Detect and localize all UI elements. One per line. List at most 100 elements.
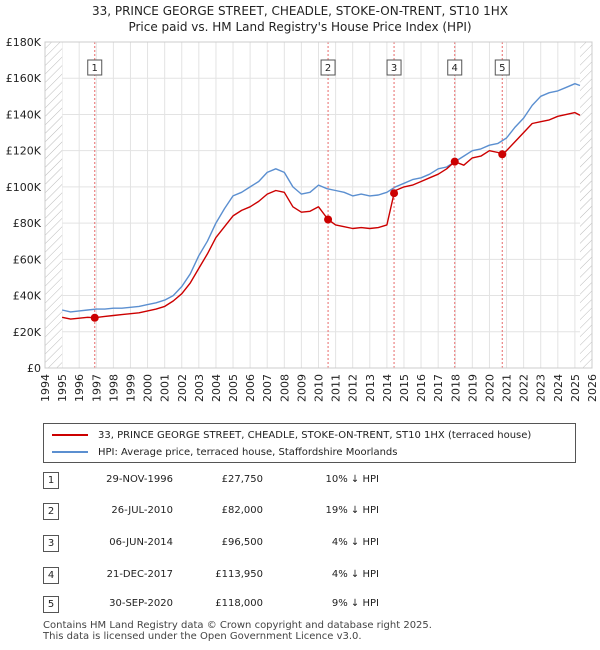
x-tick-label: 2021: [501, 374, 514, 402]
hpi-series-line: [61, 82, 581, 313]
y-tick-label: £40K: [13, 290, 42, 303]
sale-label-number: 2: [325, 63, 331, 74]
x-tick-label: 2018: [449, 374, 462, 402]
sale-point: [390, 189, 399, 198]
x-tick-label: 2006: [244, 374, 257, 402]
sale-number-badge: 3: [43, 535, 59, 552]
table-row: 5 30-SEP-2020 £118,000 9% ↓ HPI: [43, 596, 583, 614]
footer-attribution: Contains HM Land Registry data © Crown c…: [43, 620, 432, 642]
chart-title: 33, PRINCE GEORGE STREET, CHEADLE, STOKE…: [91, 4, 509, 18]
hatched-region-before: [45, 42, 63, 368]
footer-licence: This data is licensed under the Open Gov…: [43, 631, 362, 642]
x-tick-label: 2020: [483, 374, 496, 402]
x-tick-label: 2003: [193, 374, 206, 402]
x-tick-label: 1996: [73, 374, 86, 402]
sale-label-box: [320, 59, 336, 76]
x-tick-label: 2008: [278, 374, 291, 402]
sale-label-box: [386, 59, 402, 76]
x-tick-label: 2007: [261, 374, 274, 402]
x-tick-label: 2015: [398, 374, 411, 402]
x-tick-label: 2016: [415, 374, 428, 402]
y-tick-label: £120K: [6, 145, 42, 158]
x-tick-label: 2019: [466, 374, 479, 402]
y-tick-label: £80K: [13, 217, 42, 230]
y-tick-label: £0: [27, 362, 41, 375]
sale-point: [450, 157, 459, 166]
chart-legend: 33, PRINCE GEORGE STREET, CHEADLE, STOKE…: [43, 423, 576, 463]
x-tick-label: 2014: [381, 374, 394, 402]
sale-point: [498, 150, 507, 159]
x-tick-label: 2023: [535, 374, 548, 402]
sale-price: £27,750: [221, 474, 263, 485]
legend-item-price: 33, PRINCE GEORGE STREET, CHEADLE, STOKE…: [52, 428, 531, 442]
sale-label-number: 4: [452, 63, 458, 74]
sale-price: £118,000: [215, 598, 263, 609]
sale-hpi-diff: 9% ↓ HPI: [331, 598, 379, 609]
sale-label-number: 5: [499, 63, 505, 74]
sale-number-badge: 2: [43, 503, 59, 520]
x-tick-label: 2010: [313, 374, 326, 402]
y-tick-label: £160K: [6, 72, 42, 85]
sale-number-badge: 1: [43, 472, 59, 489]
x-tick-label: 2004: [210, 374, 223, 402]
x-tick-label: 1998: [107, 374, 120, 402]
sale-hpi-diff: 10% ↓ HPI: [325, 474, 379, 485]
sale-price: £113,950: [215, 569, 263, 580]
x-tick-label: 2017: [432, 374, 445, 402]
table-row: 4 21-DEC-2017 £113,950 4% ↓ HPI: [43, 567, 583, 585]
sale-hpi-diff: 4% ↓ HPI: [331, 537, 379, 548]
footer-copyright: Contains HM Land Registry data © Crown c…: [43, 620, 432, 631]
x-tick-label: 2025: [569, 374, 582, 402]
sale-number-badge: 4: [43, 567, 59, 584]
chart-subtitle: Price paid vs. HM Land Registry's House …: [128, 20, 472, 34]
sale-date: 30-SEP-2020: [109, 598, 173, 609]
y-tick-label: £20K: [13, 326, 42, 339]
sale-date: 06-JUN-2014: [109, 537, 173, 548]
legend-item-hpi: HPI: Average price, terraced house, Staf…: [52, 445, 398, 459]
y-tick-label: £60K: [13, 253, 42, 266]
sale-label-box: [447, 59, 463, 76]
y-tick-label: £180K: [6, 36, 42, 49]
table-row: 1 29-NOV-1996 £27,750 10% ↓ HPI: [43, 472, 583, 490]
x-tick-label: 1995: [56, 374, 69, 402]
x-tick-label: 2024: [552, 374, 565, 402]
sale-label-box: [87, 59, 103, 76]
sale-price: £96,500: [221, 537, 263, 548]
sale-label-number: 1: [92, 63, 98, 74]
x-tick-label: 2000: [142, 374, 155, 402]
sale-hpi-diff: 4% ↓ HPI: [331, 569, 379, 580]
sale-label-box: [494, 59, 510, 76]
x-tick-label: 1994: [39, 374, 52, 402]
sale-price: £82,000: [221, 505, 263, 516]
x-tick-label: 1999: [124, 374, 137, 402]
table-row: 2 26-JUL-2010 £82,000 19% ↓ HPI: [43, 503, 583, 521]
price-chart: 1 2 3 4 5 £0 £20K £40K £60K £80K £100K £120K £140K £…: [6, 36, 599, 402]
x-tick-label: 2002: [176, 374, 189, 402]
legend-swatch-price: [52, 434, 88, 436]
x-tick-label: 2012: [347, 374, 360, 402]
x-tick-label: 2011: [330, 374, 343, 402]
sale-date: 21-DEC-2017: [106, 569, 173, 580]
y-tick-label: £140K: [6, 108, 42, 121]
x-tick-label: 1997: [90, 374, 103, 402]
sale-point: [90, 313, 99, 322]
table-row: 3 06-JUN-2014 £96,500 4% ↓ HPI: [43, 535, 583, 553]
legend-label-price: 33, PRINCE GEORGE STREET, CHEADLE, STOKE…: [98, 429, 532, 441]
sale-hpi-diff: 19% ↓ HPI: [325, 505, 379, 516]
x-tick-label: 2026: [586, 374, 599, 402]
sale-number-badge: 5: [43, 596, 59, 613]
legend-swatch-hpi: [52, 451, 88, 453]
sale-label-number: 3: [391, 63, 397, 74]
sale-date: 29-NOV-1996: [106, 474, 173, 485]
sale-point: [324, 215, 333, 224]
x-tick-label: 2022: [518, 374, 531, 402]
y-tick-label: £100K: [6, 181, 42, 194]
x-tick-label: 2001: [159, 374, 172, 402]
x-tick-label: 2009: [295, 374, 308, 402]
x-tick-label: 2005: [227, 374, 240, 402]
sale-date: 26-JUL-2010: [111, 505, 173, 516]
x-tick-label: 2013: [364, 374, 377, 402]
legend-label-hpi: HPI: Average price, terraced house, Staf…: [98, 446, 398, 458]
hatched-region-after: [580, 42, 592, 368]
plot-frame: [44, 41, 593, 369]
